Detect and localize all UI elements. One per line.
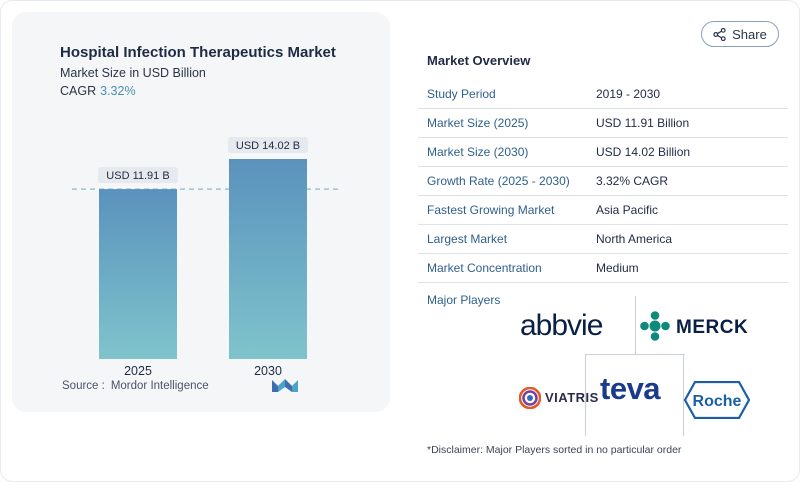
- overview-key: Study Period: [427, 87, 496, 101]
- merck-logo-text: MERCK: [676, 317, 749, 338]
- viatris-logo-text: VIATRIS: [545, 390, 599, 405]
- roche-logo: Roche: [684, 381, 750, 419]
- major-players-label: Major Players: [427, 293, 501, 307]
- source-line: Source : Mordor Intelligence: [62, 380, 209, 392]
- grid-divider: [585, 354, 685, 355]
- grid-divider: [683, 354, 684, 436]
- overview-value: USD 11.91 Billion: [596, 116, 690, 130]
- players-logo-grid: [515, 296, 755, 436]
- overview-value: 3.32% CAGR: [596, 174, 669, 188]
- overview-title: Market Overview: [427, 53, 531, 68]
- data-label-bg: [98, 167, 178, 184]
- overview-key: Growth Rate (2025 - 2030): [427, 174, 570, 188]
- merck-logo-mark: [640, 311, 670, 341]
- overview-row: Study Period 2019 - 2030: [418, 80, 788, 109]
- grid-divider: [635, 296, 636, 354]
- x-tick-label: 2025: [124, 364, 152, 378]
- overview-row: Market Concentration Medium: [418, 254, 788, 283]
- overview-key: Market Concentration: [427, 261, 542, 275]
- overview-key: Market Size (2030): [427, 145, 529, 159]
- overview-value: North America: [596, 232, 673, 246]
- data-label-bg: [228, 137, 308, 153]
- share-button[interactable]: Share: [701, 21, 779, 47]
- bar-2025: [99, 189, 177, 359]
- overview-value: USD 14.02 Billion: [596, 145, 691, 159]
- share-icon: [713, 27, 726, 41]
- chart-title: Hospital Infection Therapeutics Market: [60, 44, 336, 61]
- disclaimer: *Disclaimer: Major Players sorted in no …: [427, 444, 682, 456]
- share-label: Share: [732, 26, 767, 42]
- viatris-logo-mark: [519, 387, 541, 409]
- overview-value: Asia Pacific: [596, 203, 659, 217]
- overview-value: 2019 - 2030: [596, 87, 661, 101]
- overview-row: Fastest Growing Market Asia Pacific: [418, 196, 788, 225]
- bar-chart: USD 11.91 B 2025 USD 14.02 B 2030: [72, 137, 338, 378]
- abbvie-logo: abbvie: [520, 309, 603, 342]
- overview-row: Market Size (2025) USD 11.91 Billion: [418, 109, 788, 138]
- grid-divider: [585, 354, 586, 436]
- data-label: USD 11.91 B: [106, 170, 169, 182]
- overview-row: Growth Rate (2025 - 2030) 3.32% CAGR: [418, 167, 788, 196]
- cagr-value: 3.32%: [100, 84, 136, 98]
- source-label: Source :: [62, 380, 105, 392]
- roche-logo-text: Roche: [693, 393, 742, 410]
- overview-key: Largest Market: [427, 232, 508, 246]
- chart-card: [12, 12, 390, 412]
- teva-logo: teva: [600, 371, 661, 406]
- bar-2030: [229, 159, 307, 359]
- overview-key: Fastest Growing Market: [427, 203, 555, 217]
- overview-table: Study Period 2019 - 2030 Market Size (202…: [418, 80, 788, 283]
- overview-row: Market Size (2030) USD 14.02 Billion: [418, 138, 788, 167]
- cagr-label: CAGR: [60, 84, 97, 98]
- overview-key: Market Size (2025): [427, 116, 529, 130]
- chart-subtitle: Market Size in USD Billion: [60, 66, 206, 80]
- x-tick-label: 2030: [254, 364, 282, 378]
- data-label: USD 14.02 B: [236, 140, 300, 152]
- chart-cagr: CAGR 3.32%: [60, 84, 136, 98]
- overview-value: Medium: [596, 261, 639, 275]
- mordor-intelligence-logo: [272, 379, 298, 392]
- overview-row: Largest Market North America: [418, 225, 788, 254]
- source-value: Mordor Intelligence: [110, 380, 209, 392]
